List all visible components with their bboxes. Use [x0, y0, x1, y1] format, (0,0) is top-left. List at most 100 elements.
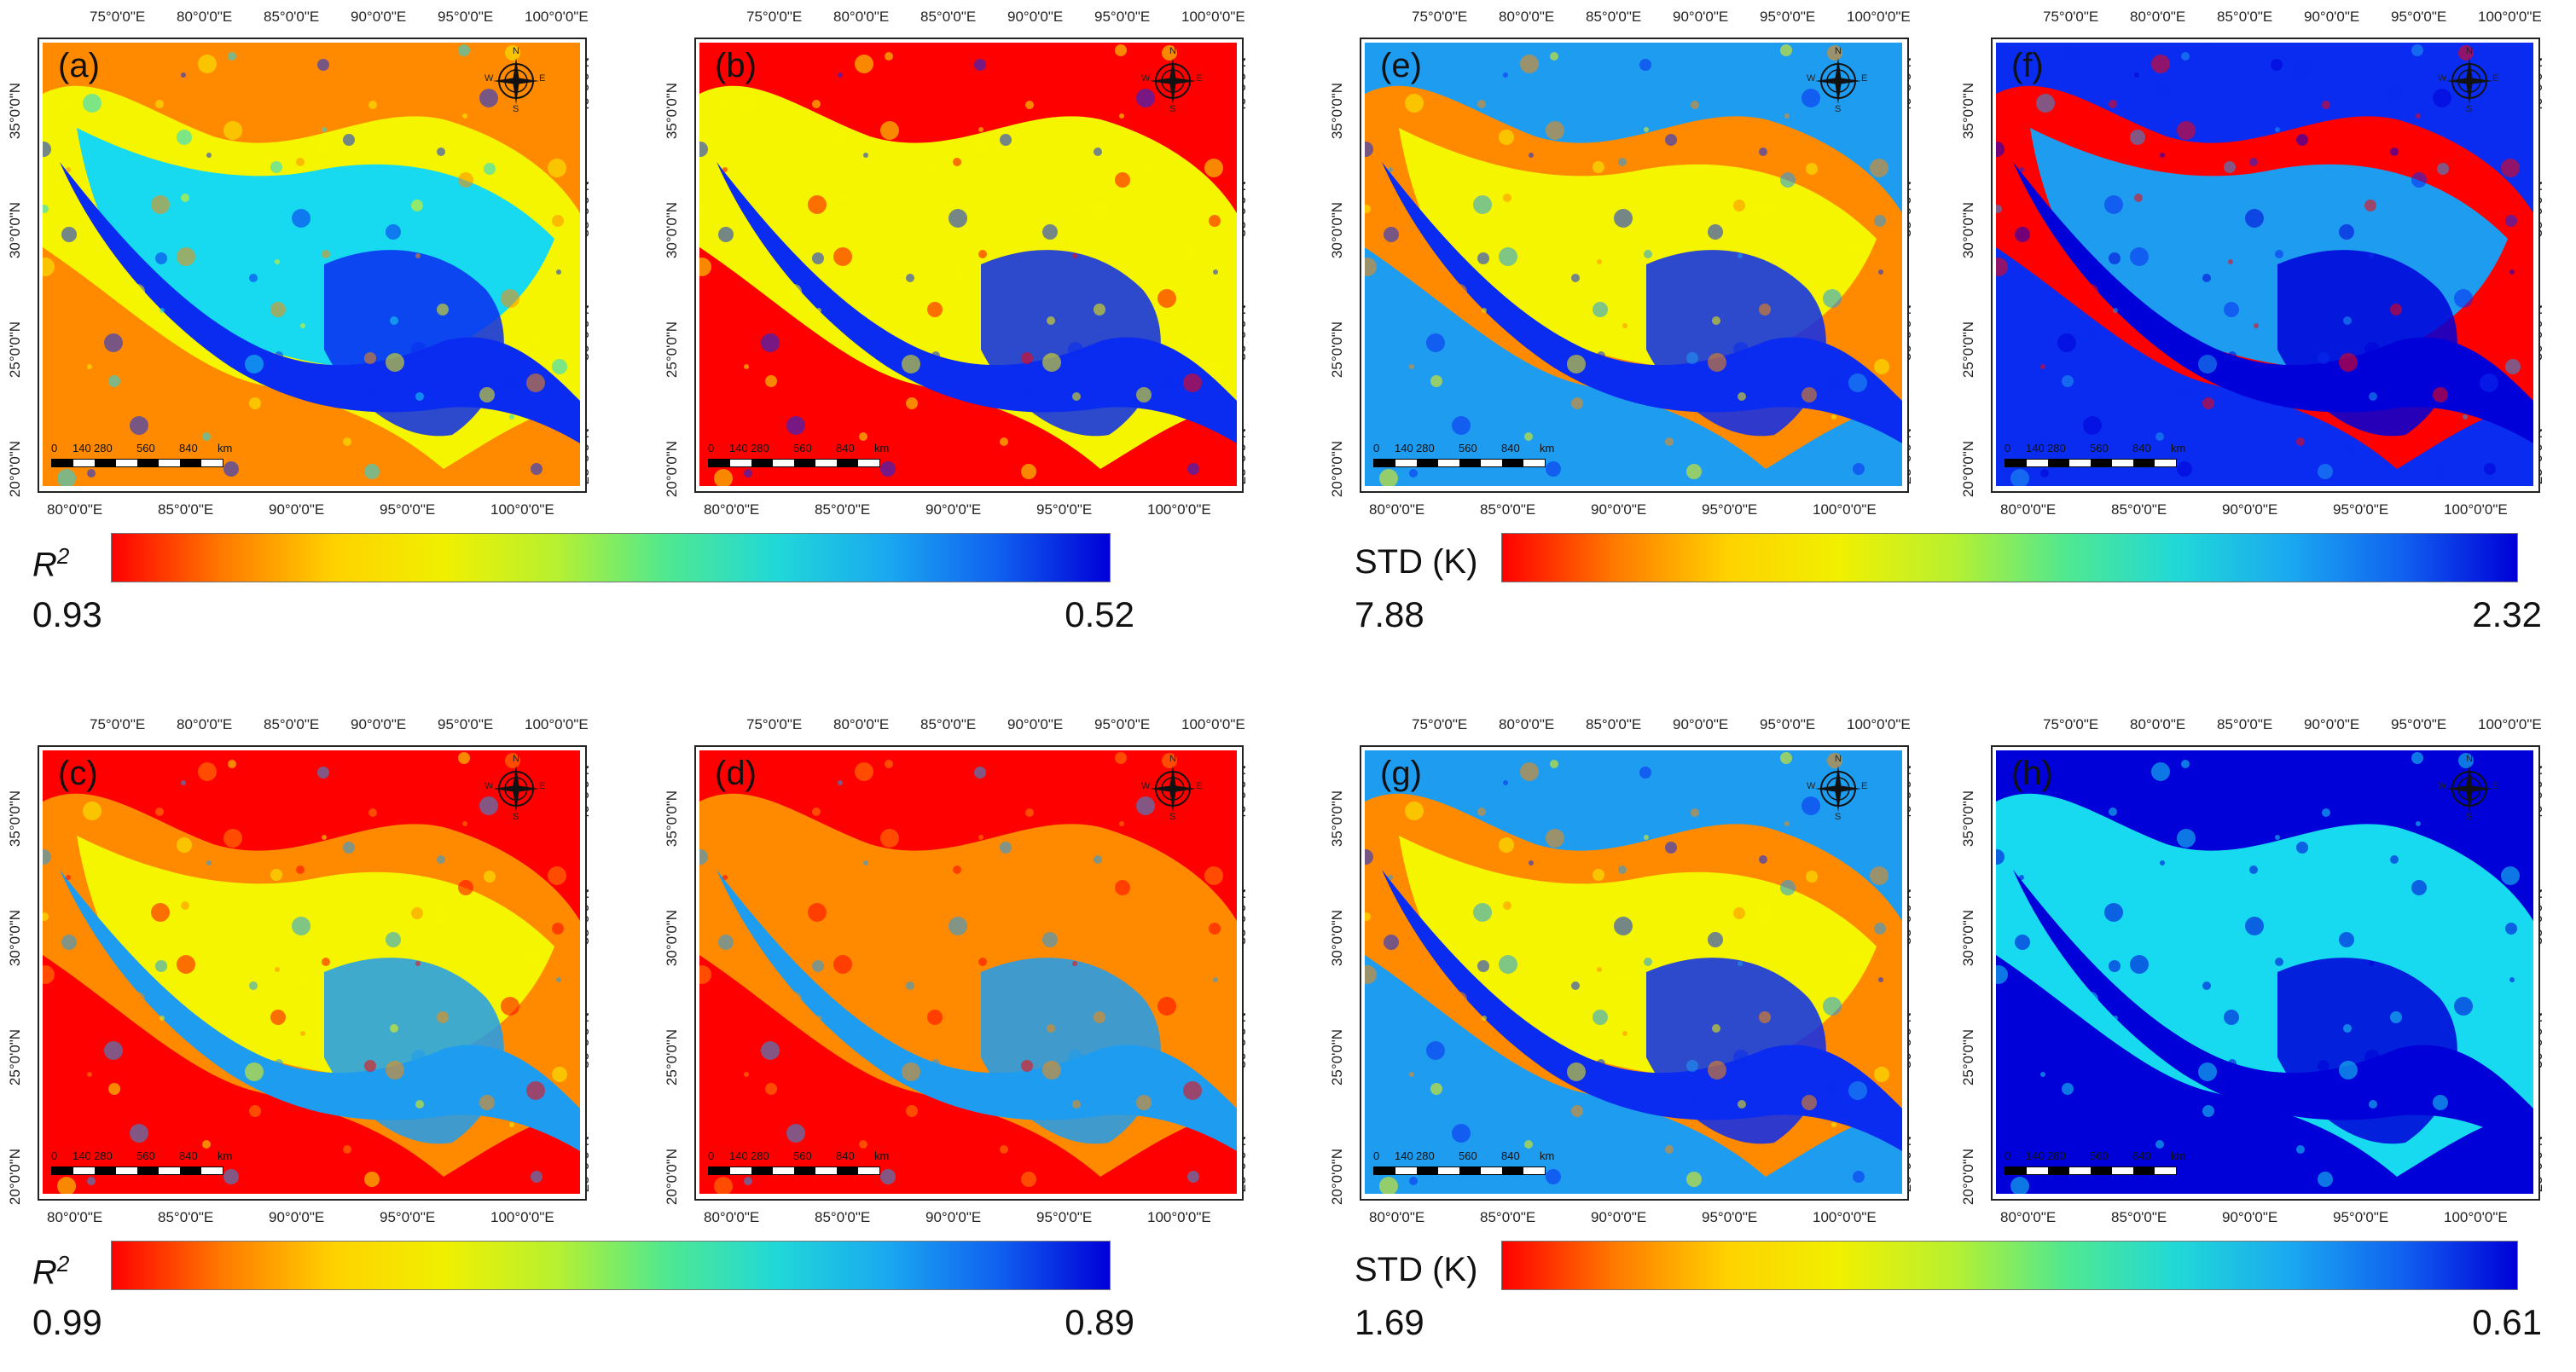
longitude-tick-bottom: 85°0'0"E — [1480, 1209, 1536, 1225]
scale-bar: 0 140 280 560 840 km — [51, 442, 239, 474]
longitude-tick-bottom: 100°0'0"E — [1813, 1209, 1877, 1225]
texture-speckle — [765, 375, 777, 387]
texture-speckle — [275, 967, 280, 972]
texture-speckle — [1644, 835, 1649, 840]
longitude-tick-top: 100°0'0"E — [525, 716, 589, 732]
texture-speckle — [1021, 1172, 1036, 1187]
compass-rose-icon — [1815, 58, 1861, 104]
scale-label: 840 — [1501, 1149, 1520, 1162]
texture-speckle — [1801, 89, 1820, 107]
longitude-tick-top: 85°0'0"E — [1586, 716, 1642, 732]
texture-speckle — [202, 82, 214, 94]
texture-speckle — [1524, 1140, 1533, 1149]
texture-speckle — [1708, 353, 1726, 372]
compass-icon: N S E W — [1807, 46, 1868, 114]
texture-speckle — [1827, 45, 1842, 61]
texture-speckle — [2155, 790, 2167, 802]
texture-speckle — [526, 1081, 545, 1100]
texture-speckle — [740, 436, 755, 451]
texture-speckle — [57, 1177, 76, 1194]
texture-speckle — [1733, 200, 1745, 211]
texture-speckle — [1848, 951, 1864, 966]
texture-speckle — [2386, 85, 2401, 101]
texture-speckle — [2458, 753, 2474, 768]
texture-speckle — [2083, 1124, 2102, 1143]
texture-speckle — [509, 414, 514, 420]
texture-speckle — [343, 1145, 351, 1154]
texture-speckle — [1780, 44, 1792, 56]
scale-label: 840 — [836, 1149, 855, 1162]
texture-speckle — [1187, 1171, 1199, 1183]
scale-bar-track — [1373, 1166, 1546, 1175]
southeast-region — [981, 250, 1161, 437]
longitude-tick-bottom: 95°0'0"E — [1036, 1209, 1093, 1225]
texture-speckle — [1183, 951, 1198, 966]
texture-speckle — [2254, 1031, 2259, 1036]
texture-speckle — [1452, 1124, 1471, 1143]
texture-speckle — [744, 1072, 749, 1077]
texture-speckle — [949, 917, 967, 935]
texture-speckle — [859, 790, 871, 802]
texture-speckle — [484, 163, 496, 175]
texture-speckle — [2343, 316, 2352, 325]
texture-speckle — [1499, 247, 1517, 266]
texture-speckle — [2509, 977, 2515, 982]
southeast-region — [2277, 250, 2457, 437]
texture-speckle — [833, 955, 852, 974]
texture-speckle — [462, 113, 467, 119]
texture-speckle — [2109, 252, 2121, 264]
texture-speckle — [437, 148, 445, 156]
longitude-tick-top: 80°0'0"E — [833, 9, 890, 25]
texture-speckle — [1571, 397, 1583, 409]
texture-speckle — [249, 274, 258, 282]
texture-speckle — [1388, 875, 1393, 880]
longitude-tick-bottom: 95°0'0"E — [1702, 1209, 1758, 1225]
longitude-tick-top: 100°0'0"E — [2478, 9, 2542, 25]
texture-speckle — [1575, 750, 1581, 753]
texture-speckle — [2369, 1100, 2377, 1109]
texture-speckle — [2249, 975, 2261, 987]
texture-speckle — [2040, 364, 2045, 369]
texture-speckle — [880, 829, 899, 848]
raster-map-g — [1365, 750, 1902, 1194]
texture-speckle — [1996, 750, 1999, 753]
compass-rose-icon — [1815, 766, 1861, 812]
texture-speckle — [1661, 768, 1680, 787]
scale-label: 280 — [2047, 1149, 2066, 1162]
texture-speckle — [249, 397, 261, 409]
latitude-tick-left: 35°0'0"N — [664, 790, 681, 848]
texture-speckle — [83, 1143, 98, 1159]
texture-speckle — [2207, 750, 2212, 753]
compass-letter-w: W — [484, 781, 494, 791]
texture-speckle — [1162, 1083, 1174, 1095]
texture-speckle — [61, 935, 77, 950]
texture-speckle — [744, 469, 752, 478]
texture-speckle — [1520, 55, 1539, 73]
texture-speckle — [740, 94, 758, 113]
compass-rose-icon — [2446, 766, 2492, 812]
texture-speckle — [2181, 52, 2190, 61]
compass-letter-e: E — [2492, 781, 2499, 791]
scale-label: 560 — [2090, 1149, 2109, 1162]
texture-speckle — [1874, 215, 1886, 227]
texture-speckle — [1571, 981, 1580, 990]
longitude-tick-bottom: 90°0'0"E — [925, 1209, 982, 1225]
texture-speckle — [1784, 821, 1790, 826]
longitude-tick-bottom: 95°0'0"E — [2333, 501, 2389, 518]
texture-speckle — [83, 94, 102, 113]
texture-speckle — [1499, 130, 1514, 145]
latitude-tick-left: 25°0'0"N — [7, 1028, 24, 1086]
texture-speckle — [1708, 932, 1723, 947]
texture-speckle — [253, 750, 258, 753]
texture-speckle — [927, 161, 939, 173]
texture-speckle — [1593, 869, 1604, 881]
scale-label: 840 — [179, 1149, 198, 1162]
longitude-tick-top: 85°0'0"E — [920, 9, 977, 25]
longitude-tick-top: 90°0'0"E — [1007, 9, 1064, 25]
texture-speckle — [2322, 391, 2327, 396]
texture-speckle — [1430, 375, 1442, 387]
texture-speckle — [1503, 194, 1511, 202]
latitude-tick-left: 30°0'0"N — [664, 909, 681, 967]
texture-speckle — [155, 808, 164, 816]
longitude-tick-top: 90°0'0"E — [1673, 9, 1729, 25]
